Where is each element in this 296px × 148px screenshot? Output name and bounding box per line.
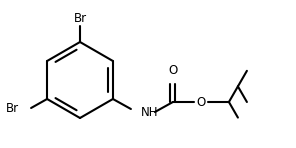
Text: Br: Br: [73, 12, 86, 25]
Text: Br: Br: [6, 103, 19, 115]
Text: O: O: [196, 95, 205, 108]
Text: O: O: [168, 63, 178, 77]
Text: NH: NH: [141, 106, 158, 119]
